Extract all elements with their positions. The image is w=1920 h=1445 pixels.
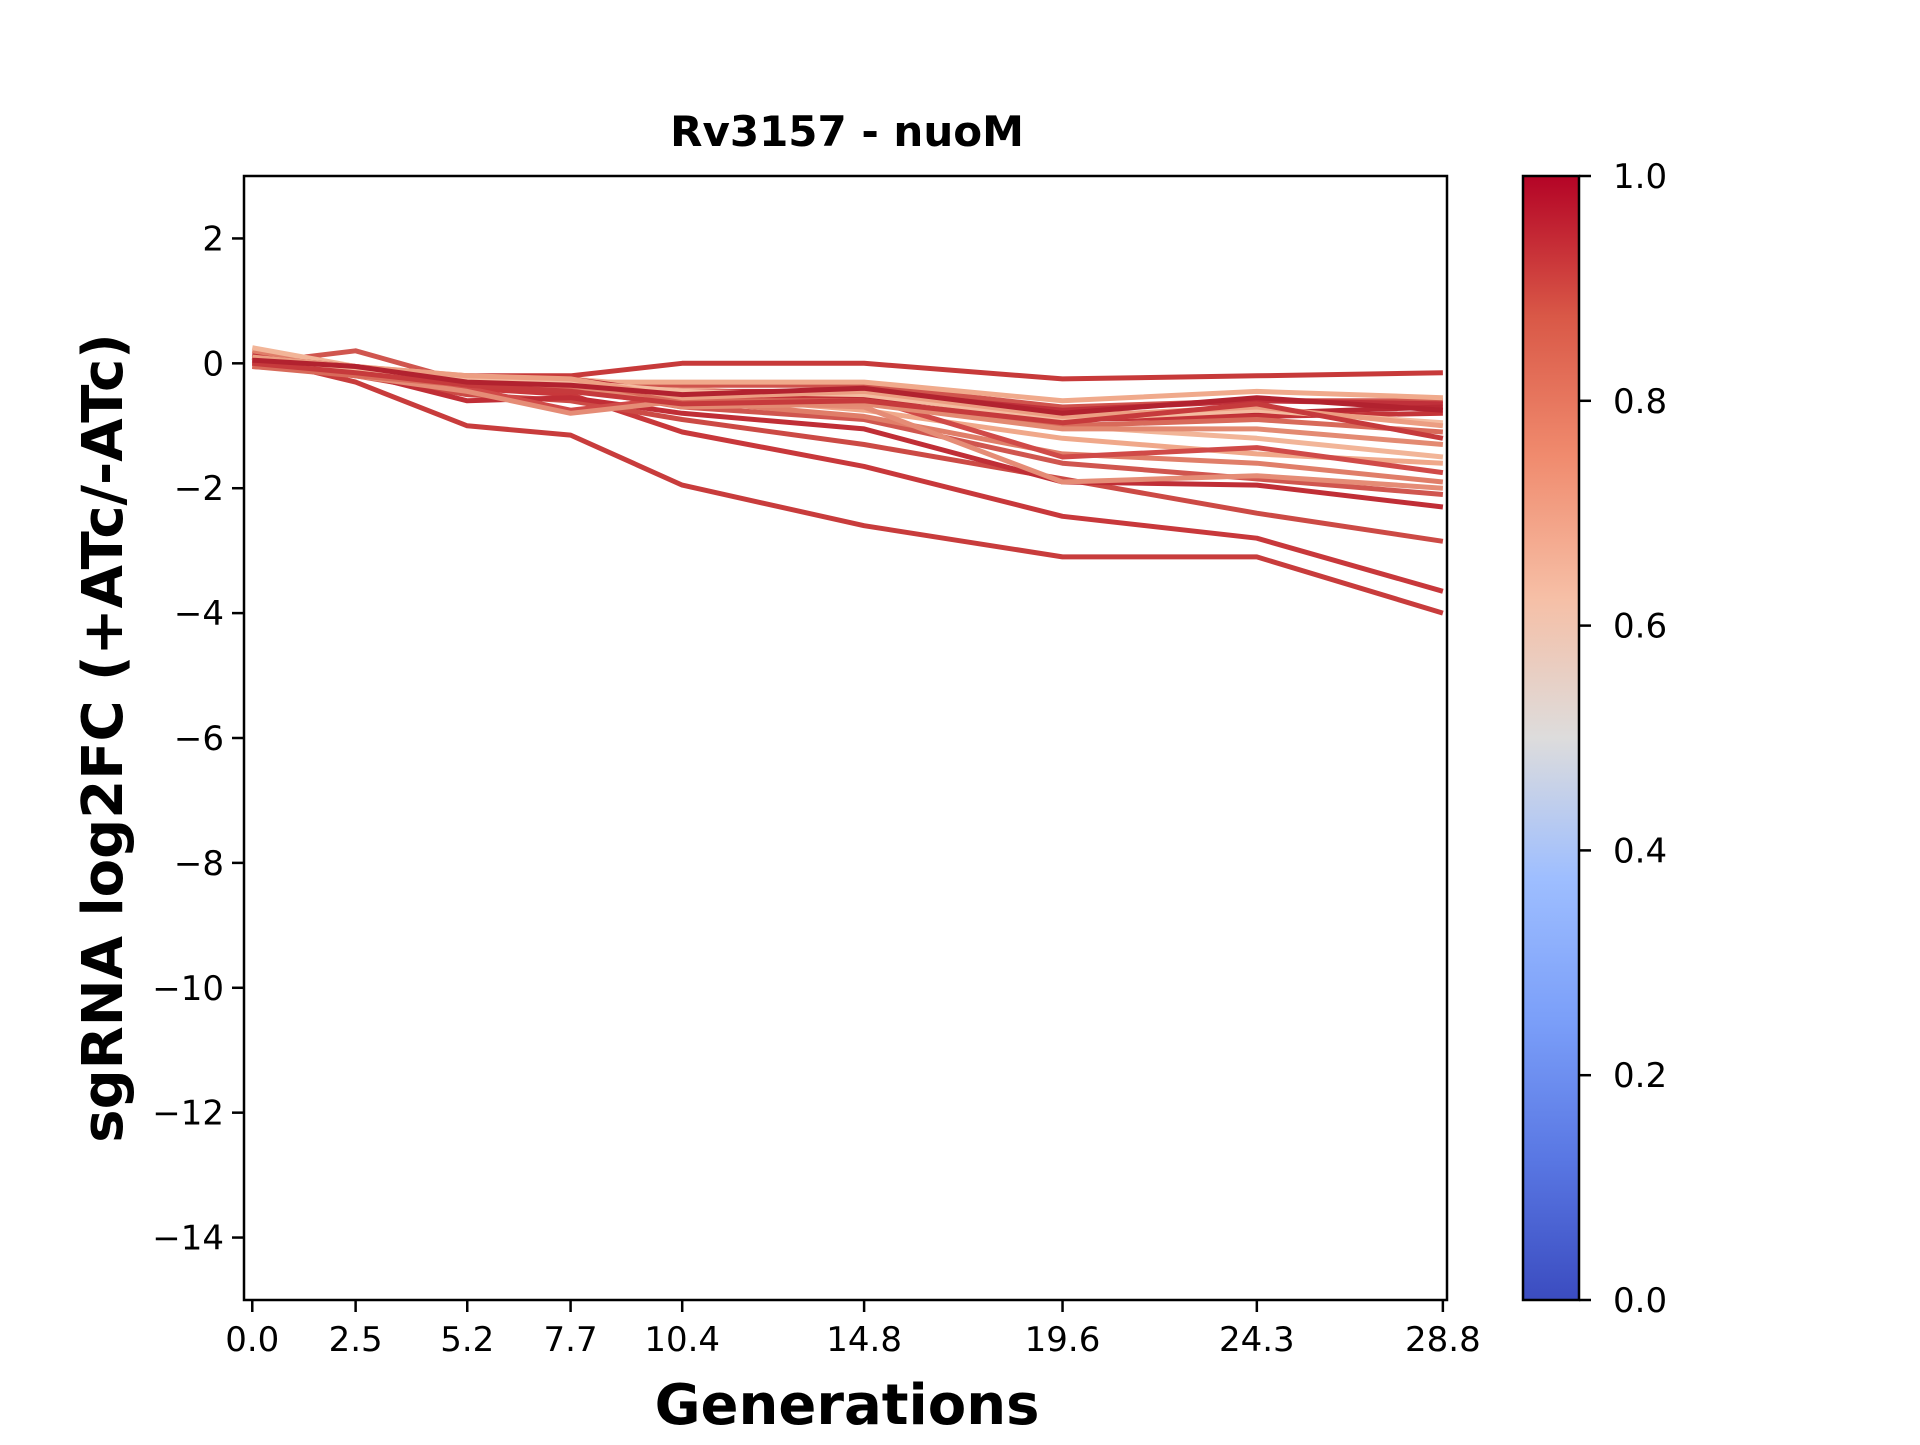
y-axis: 2 0 −2 −4 −6 −8 −10 −12 −14	[152, 219, 244, 1259]
x-tick-label: 5.2	[440, 1320, 494, 1360]
x-tick-label: 0.0	[225, 1320, 279, 1360]
y-tick-label: 0	[202, 344, 224, 384]
colorbar-tick-label: 0.6	[1613, 607, 1667, 647]
colorbar-tick-label: 1.0	[1613, 157, 1667, 197]
x-tick-label: 10.4	[644, 1320, 720, 1360]
x-tick-label: 14.8	[826, 1320, 902, 1360]
series-line-21	[252, 360, 1444, 441]
x-tick-label: 2.5	[329, 1320, 383, 1360]
x-tick-label: 19.6	[1025, 1320, 1101, 1360]
series-line-22	[252, 357, 1444, 416]
chart-title: Rv3157 - nuoM	[670, 107, 1024, 156]
x-tick-label: 24.3	[1219, 1320, 1295, 1360]
colorbar	[1521, 174, 1581, 1302]
colorbar-axis: 0.0 0.2 0.4 0.6 0.8 1.0	[1579, 157, 1667, 1321]
series-lines	[251, 345, 1444, 616]
x-tick-label: 7.7	[544, 1320, 598, 1360]
colorbar-tick-label: 0.0	[1613, 1281, 1667, 1321]
colorbar-tick-label: 0.8	[1613, 382, 1667, 422]
y-tick-label: −4	[174, 594, 224, 634]
y-tick-label: −12	[152, 1094, 224, 1134]
y-tick-label: −8	[174, 844, 224, 884]
x-axis-label: Generations	[655, 1373, 1040, 1438]
series-line-1	[251, 354, 1444, 616]
y-tick-label: −10	[152, 969, 224, 1009]
y-tick-label: −6	[174, 719, 224, 759]
plot-frame	[242, 174, 1449, 1302]
colorbar-tick-label: 0.4	[1613, 831, 1667, 871]
y-axis-label: sgRNA log2FC (+ATc/-ATc)	[71, 333, 136, 1143]
y-tick-label: 2	[202, 219, 224, 259]
y-tick-label: −2	[174, 469, 224, 509]
y-tick-label: −14	[152, 1219, 224, 1259]
x-tick-label: 28.8	[1405, 1320, 1481, 1360]
colorbar-tick-label: 0.2	[1613, 1056, 1667, 1096]
x-axis: 0.0 2.5 5.2 7.7 10.4 14.8 19.6 24.3 28.8	[225, 1300, 1481, 1360]
